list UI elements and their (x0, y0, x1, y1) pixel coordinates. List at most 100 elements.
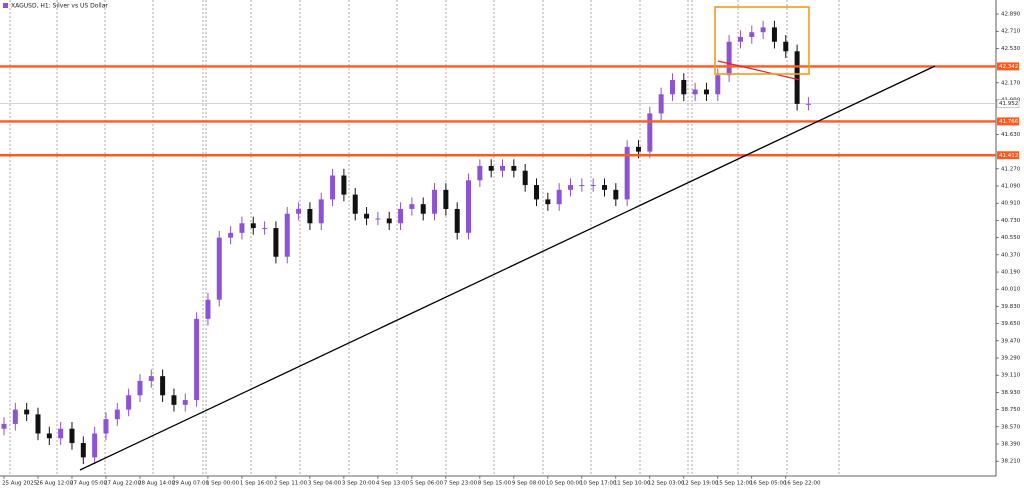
candle-body (658, 94, 664, 114)
candle-body (1, 423, 7, 429)
y-tick-label: 39.110 (1001, 373, 1021, 379)
x-tick-label: 28 Aug 14:00 (138, 481, 176, 487)
x-tick-label: 3 Sep 04:00 (308, 481, 342, 487)
candle-body (443, 189, 449, 209)
x-tick-label: 15 Sep 12:00 (716, 481, 753, 487)
candle-body (307, 208, 313, 224)
y-tick-label: 40.370 (1001, 252, 1021, 258)
candle-body (692, 89, 698, 95)
x-tick-label: 27 Aug 05:00 (70, 481, 108, 487)
candle-body (624, 146, 630, 200)
candle-body (726, 41, 732, 76)
y-tick-label: 42.890 (1001, 12, 1021, 18)
candle-body (273, 228, 279, 257)
candle-body (35, 414, 41, 434)
candle-body (601, 185, 607, 190)
candle-body (805, 103, 811, 105)
candle-body (568, 185, 573, 190)
y-tick-label: 40.910 (1001, 201, 1021, 207)
y-tick-label: 42.530 (1001, 46, 1021, 52)
x-tick-label: 1 Sep 00:00 (206, 481, 240, 487)
x-tick-label: 8 Sep 15:00 (478, 481, 512, 487)
level-tag (997, 117, 1019, 126)
y-tick-label: 40.190 (1001, 270, 1021, 276)
level-tag (997, 62, 1019, 71)
x-tick-label: 12 Sep 19:00 (682, 481, 719, 487)
candle-body (386, 218, 392, 224)
candle-body (182, 400, 188, 405)
symbol-icon (3, 3, 8, 8)
candle-body (681, 79, 687, 95)
candle-body (783, 41, 789, 52)
y-tick-label: 38.930 (1001, 390, 1021, 396)
resistance-line (717, 60, 801, 81)
candle-body (262, 228, 268, 230)
candle-body (126, 395, 132, 410)
candle-body (794, 51, 800, 104)
y-tick-label: 39.470 (1001, 338, 1021, 344)
candle-body (171, 395, 177, 405)
candle-body (590, 185, 596, 187)
candle-body (318, 199, 324, 224)
candle-body (12, 409, 18, 424)
candle-body (420, 204, 426, 214)
candle-body (613, 189, 619, 200)
candle-body (398, 208, 404, 224)
y-tick-label: 39.830 (1001, 304, 1021, 310)
x-tick-label: 27 Aug 22:00 (104, 481, 142, 487)
candle-body (352, 194, 358, 214)
candle-body (715, 75, 721, 95)
level-label: 41.766 (999, 119, 1019, 125)
y-tick-label: 40.730 (1001, 218, 1021, 224)
candle-body (454, 208, 460, 233)
candle-body (194, 318, 200, 401)
plot: 42.89042.71042.53042.17041.99041.63041.2… (0, 12, 1021, 487)
candle-body (80, 443, 86, 458)
x-tick-label: 3 Sep 20:00 (342, 481, 376, 487)
y-tick-label: 40.550 (1001, 235, 1021, 241)
candle-body (749, 32, 755, 37)
x-tick-label: 25 Aug 2025 (2, 481, 38, 487)
candle-body (216, 237, 222, 300)
candle-body (545, 199, 551, 205)
current-price-label: 41.952 (999, 101, 1018, 107)
candle-body (364, 213, 370, 219)
y-tick-label: 40.010 (1001, 287, 1021, 293)
x-tick-label: 5 Sep 06:00 (410, 481, 444, 487)
y-tick-label: 42.170 (1001, 80, 1021, 86)
candle-body (114, 409, 120, 420)
candle-body (771, 27, 777, 42)
candle-body (92, 433, 98, 458)
highlight-box (714, 6, 810, 75)
candle-body (160, 376, 166, 396)
level-label: 41.412 (999, 153, 1018, 159)
candle-body (24, 409, 30, 415)
candle-body (137, 380, 143, 396)
candle-body (296, 208, 302, 214)
candle-body (534, 185, 540, 200)
candle-body (375, 218, 381, 220)
candle-body (556, 189, 562, 205)
x-tick-label: 16 Sep 05:00 (750, 481, 787, 487)
candle-body (250, 223, 256, 229)
candle-body (703, 89, 709, 95)
candle-body (669, 79, 675, 95)
x-tick-label: 29 Aug 07:00 (172, 481, 210, 487)
candle-body (58, 428, 64, 439)
candle-body (284, 213, 290, 257)
candle-body (341, 175, 347, 195)
level-label: 42.342 (999, 64, 1018, 70)
candle-body (500, 165, 506, 171)
candle-body (635, 146, 641, 152)
candle-body (647, 113, 653, 152)
trendline (79, 65, 936, 471)
y-tick-label: 39.290 (1001, 356, 1021, 362)
chart-title: XAGUSD, H1: Silver vs US Dollar (11, 3, 108, 10)
candle-body (409, 204, 415, 209)
candle-body (737, 36, 743, 42)
x-tick-label: 7 Sep 23:00 (444, 481, 478, 487)
x-tick-label: 12 Sep 03:00 (648, 481, 685, 487)
